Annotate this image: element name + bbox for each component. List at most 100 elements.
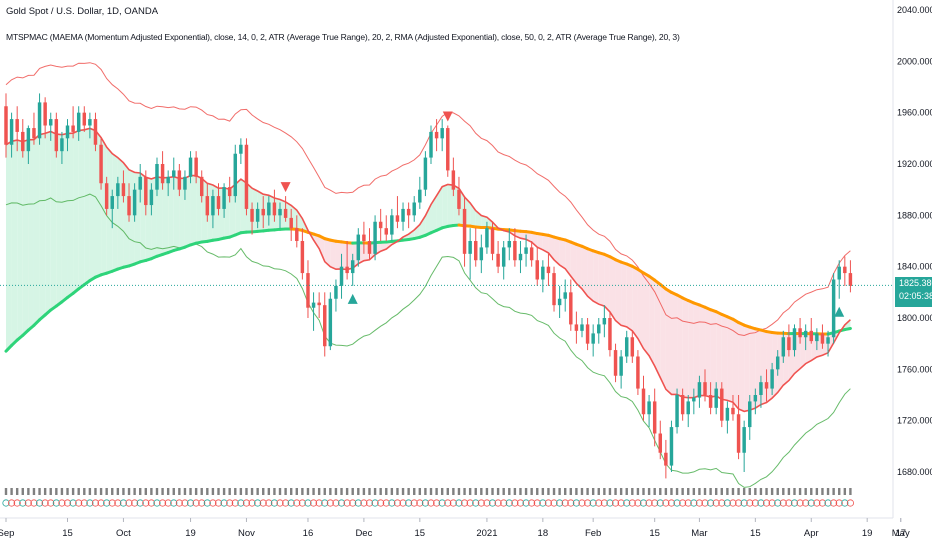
candle-body bbox=[317, 302, 321, 306]
ma-fill-segment bbox=[671, 292, 678, 395]
strip-dot bbox=[326, 499, 334, 507]
strip-glyph bbox=[206, 488, 209, 495]
strip-glyph bbox=[754, 488, 757, 495]
strip-dot bbox=[628, 499, 636, 507]
strip-dot bbox=[175, 499, 183, 507]
strip-dot bbox=[611, 499, 620, 507]
ma-fill-segment bbox=[129, 169, 135, 266]
candle-body bbox=[546, 266, 551, 274]
strip-dot bbox=[153, 499, 161, 507]
ma-fill-segment bbox=[156, 176, 163, 257]
candle-body bbox=[127, 196, 131, 216]
strip-dot bbox=[673, 499, 681, 507]
strip-dot bbox=[237, 499, 245, 507]
candle-body bbox=[462, 208, 467, 254]
strip-dot bbox=[270, 499, 279, 507]
strip-glyph bbox=[530, 488, 533, 495]
candle-body bbox=[60, 138, 64, 152]
strip-glyph bbox=[838, 488, 841, 495]
candle-body bbox=[748, 401, 752, 428]
strip-glyph bbox=[234, 488, 237, 495]
strip-glyph bbox=[832, 488, 835, 495]
strip-dot bbox=[2, 499, 10, 507]
strip-glyph bbox=[485, 488, 489, 495]
strip-glyph bbox=[452, 488, 455, 495]
candle-body bbox=[759, 382, 763, 395]
strip-dot bbox=[309, 499, 318, 507]
strip-dot bbox=[125, 499, 133, 507]
ma-fill-segment bbox=[531, 232, 538, 248]
strip-glyph bbox=[49, 488, 52, 495]
ma-fill-segment bbox=[576, 244, 582, 289]
strip-dot bbox=[483, 499, 491, 507]
strip-dot bbox=[522, 499, 530, 507]
strip-glyph bbox=[720, 488, 723, 495]
candle-body bbox=[479, 247, 484, 261]
ma-fill-segment bbox=[425, 204, 431, 236]
price-tick-label: 2040.000 bbox=[897, 5, 932, 15]
buy-signal-marker bbox=[834, 306, 845, 317]
strip-glyph bbox=[446, 488, 449, 495]
candle-body bbox=[474, 241, 478, 261]
strip-glyph bbox=[675, 488, 679, 495]
candle-body bbox=[714, 388, 718, 408]
candle-body bbox=[4, 106, 8, 145]
candle-body bbox=[686, 401, 690, 415]
candle-body bbox=[222, 187, 226, 209]
candle-body bbox=[490, 228, 495, 254]
strip-glyph bbox=[564, 488, 567, 495]
candle-body bbox=[692, 397, 696, 402]
candle-body bbox=[250, 208, 254, 222]
time-tick-label: 18 bbox=[538, 528, 549, 539]
strip-dot bbox=[136, 499, 144, 507]
strip-glyph bbox=[194, 488, 198, 495]
strip-glyph bbox=[429, 488, 433, 495]
strip-dot bbox=[19, 499, 27, 507]
indicator-title[interactable]: MTSPMAC (MAEMA (Momentum Adjusted Expone… bbox=[6, 32, 680, 42]
candle-body bbox=[350, 260, 355, 274]
candle-body bbox=[703, 382, 707, 395]
strip-glyph bbox=[659, 488, 662, 495]
candle-body bbox=[485, 228, 489, 248]
strip-glyph bbox=[340, 488, 343, 495]
strip-dot bbox=[287, 499, 295, 507]
strip-dot bbox=[103, 499, 111, 507]
ma-fill-segment bbox=[481, 215, 487, 228]
strip-glyph bbox=[664, 488, 668, 495]
strip-glyph bbox=[424, 488, 427, 495]
strip-glyph bbox=[317, 488, 321, 495]
strip-glyph bbox=[513, 488, 517, 495]
strip-dot bbox=[818, 499, 827, 507]
strip-dot bbox=[533, 499, 541, 507]
strip-glyph bbox=[608, 488, 612, 495]
candle-body bbox=[569, 292, 573, 325]
signal-markers bbox=[280, 111, 845, 317]
strip-glyph bbox=[692, 488, 696, 495]
strip-dot bbox=[813, 499, 821, 507]
candle-body bbox=[608, 318, 612, 351]
strip-glyph bbox=[625, 488, 628, 495]
candle-body bbox=[334, 285, 338, 299]
strip-glyph bbox=[826, 488, 830, 495]
strip-dot bbox=[790, 499, 799, 507]
candle-body bbox=[787, 337, 791, 351]
ma-fill-segment bbox=[324, 238, 331, 267]
candle-body bbox=[507, 241, 512, 248]
ma-fill-segment bbox=[643, 272, 650, 356]
strip-glyph bbox=[105, 488, 108, 495]
ma-fill-segment bbox=[442, 184, 448, 228]
strip-dot bbox=[606, 499, 614, 507]
strip-dot bbox=[578, 499, 586, 507]
strip-dot bbox=[539, 499, 547, 507]
strip-glyph bbox=[273, 488, 276, 495]
strip-dot bbox=[684, 499, 692, 507]
price-axis: 2040.000 2000.000 1960.000 1920.000 1880.000… bbox=[897, 5, 932, 477]
strip-glyph bbox=[614, 488, 617, 495]
lower-atr-band bbox=[5, 193, 851, 488]
strip-dot bbox=[276, 499, 284, 507]
candle-body bbox=[255, 208, 260, 222]
strip-dot bbox=[567, 499, 575, 507]
strip-dot bbox=[52, 499, 60, 507]
strip-glyph bbox=[770, 488, 774, 495]
